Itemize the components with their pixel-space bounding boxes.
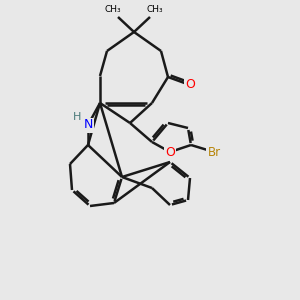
Text: Br: Br [207,146,220,158]
Text: O: O [165,146,175,158]
Text: CH₃: CH₃ [105,5,121,14]
Text: H: H [73,112,81,122]
Text: CH₃: CH₃ [147,5,163,14]
Text: N: N [83,118,93,131]
Text: O: O [185,79,195,92]
